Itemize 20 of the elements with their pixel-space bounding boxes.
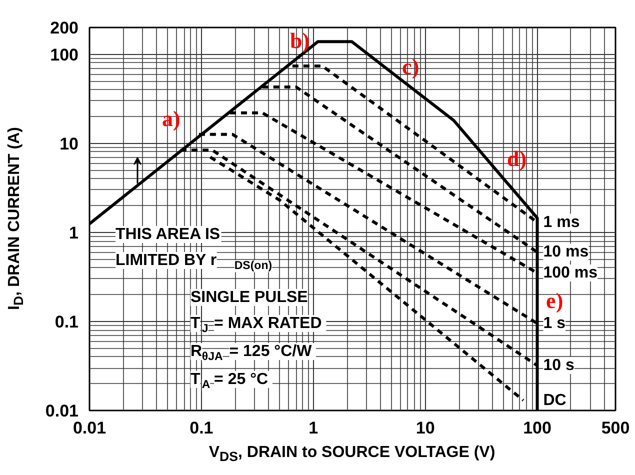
y-tick-label: 1 [69,223,79,242]
y-tick-label: 0.01 [45,402,79,420]
x-tick-label: 10 [416,418,435,438]
annotation: e) [546,288,564,313]
series-label: 100 ms [543,264,598,282]
y-tick-label: 10 [60,134,79,154]
x-tick-label: 100 [523,418,552,438]
series-label: DC [543,392,567,409]
x-tick-label: 500 [601,418,630,438]
y-tick-label: 200 [50,18,79,38]
series-label: 10 s [543,357,574,374]
x-tick-label: 0.1 [190,418,214,438]
y-tick-label: 100 [50,45,79,64]
series-label: 1 ms [543,214,580,231]
series-label: 1 s [543,314,566,332]
x-tick-label: 1 [308,418,318,438]
x-tick-label: 0.01 [72,418,106,438]
series-label: 10 ms [543,244,589,261]
x-axis-title: V$_{DS}$, DRAIN to SOURCE VOLTAGE (V) [208,443,496,466]
y-tick-label: 0.1 [54,312,79,332]
